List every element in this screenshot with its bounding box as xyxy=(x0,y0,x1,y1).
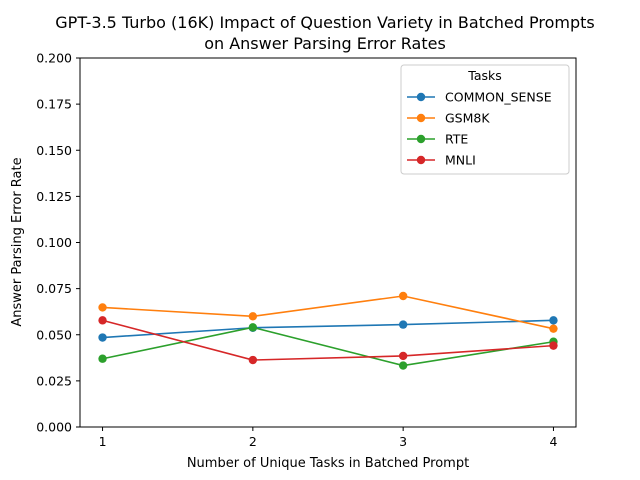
data-point xyxy=(248,312,258,321)
series-rte xyxy=(98,323,558,370)
x-tick-label: 4 xyxy=(549,434,557,449)
y-tick-label: 0.050 xyxy=(36,327,72,342)
data-point xyxy=(398,361,408,370)
data-point xyxy=(98,316,107,325)
data-point xyxy=(398,320,408,329)
data-point xyxy=(549,324,558,333)
series-line xyxy=(102,319,554,361)
data-point xyxy=(98,333,107,342)
series-line xyxy=(102,326,554,367)
series-line xyxy=(102,319,554,339)
legend-title: Tasks xyxy=(467,68,502,83)
y-tick-label: 0.100 xyxy=(36,235,72,250)
x-axis-label: Number of Unique Tasks in Batched Prompt xyxy=(187,456,469,471)
data-point xyxy=(549,341,558,350)
data-point xyxy=(398,291,408,301)
legend-box xyxy=(400,64,570,175)
x-tick-label: 1 xyxy=(99,434,107,449)
y-tick-label: 0.150 xyxy=(36,143,72,158)
series-line xyxy=(102,295,554,330)
y-tick-label: 0.175 xyxy=(36,97,72,112)
series-gsm8k xyxy=(98,291,558,333)
data-point xyxy=(248,355,258,365)
legend-entry: GSM8K xyxy=(445,111,490,126)
legend-entry: MNLI xyxy=(445,153,476,168)
legend-marker xyxy=(416,134,426,144)
legend: Tasks COMMON_SENSE GSM8K RTE MNLI xyxy=(400,64,570,175)
data-point xyxy=(98,354,107,363)
x-tick-label: 2 xyxy=(249,434,257,449)
y-tick-label: 0.025 xyxy=(36,373,72,388)
series-mnli xyxy=(98,316,558,365)
data-point xyxy=(549,316,558,325)
y-tick-label: 0.075 xyxy=(36,281,72,296)
y-tick-label: 0.200 xyxy=(36,51,72,66)
data-point xyxy=(98,303,107,312)
chart-title-line-1: GPT-3.5 Turbo (16K) Impact of Question V… xyxy=(55,13,594,32)
y-axis-label: Answer Parsing Error Rate xyxy=(10,157,25,326)
chart-title-line-2: on Answer Parsing Error Rates xyxy=(204,34,446,53)
x-tick-label: 3 xyxy=(399,434,407,449)
y-tick-label: 0.125 xyxy=(36,189,72,204)
legend-marker xyxy=(416,92,426,102)
legend-marker xyxy=(416,155,426,165)
legend-entry: RTE xyxy=(445,132,468,147)
plot-area: 0.000 0.025 0.050 0.075 0.100 0.125 0.150 0.175… xyxy=(36,51,577,449)
data-point xyxy=(248,323,258,332)
legend-marker xyxy=(416,113,426,123)
legend-entry: COMMON_SENSE xyxy=(445,90,552,105)
y-tick-label: 0.000 xyxy=(36,420,72,435)
data-point xyxy=(398,351,408,361)
